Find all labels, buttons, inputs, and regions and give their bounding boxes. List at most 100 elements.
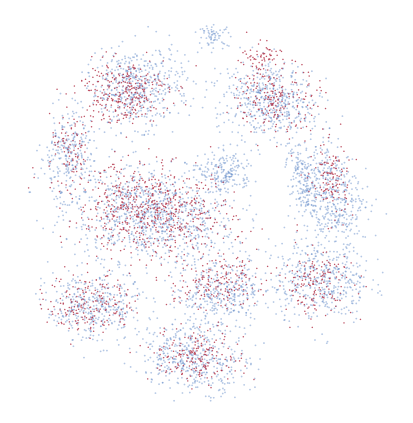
scatter-point [351, 300, 353, 302]
scatter-point [277, 256, 279, 258]
scatter-point [363, 286, 365, 288]
scatter-point [313, 155, 315, 157]
scatter-point [281, 243, 283, 245]
scatter-point [297, 292, 299, 294]
scatter-point [177, 227, 179, 229]
scatter-point [302, 289, 304, 291]
scatter-point [281, 268, 283, 270]
scatter-point [150, 65, 152, 67]
scatter-point [162, 192, 164, 194]
scatter-point [332, 290, 334, 292]
scatter-point [137, 288, 139, 290]
scatter-point [207, 42, 209, 44]
scatter-point [81, 141, 83, 143]
scatter-point [135, 242, 137, 244]
scatter-point [232, 219, 234, 221]
scatter-point [327, 212, 329, 214]
scatter-point [180, 256, 182, 258]
scatter-point [167, 236, 169, 238]
scatter-point [231, 373, 233, 375]
scatter-point [135, 70, 137, 72]
scatter-point [317, 169, 319, 171]
scatter-point [100, 176, 102, 178]
scatter-point [196, 242, 198, 244]
scatter-point [211, 163, 213, 165]
scatter-point [110, 127, 112, 129]
scatter-point [246, 209, 248, 211]
scatter-point [61, 144, 63, 146]
scatter-point [166, 347, 168, 349]
scatter-point [349, 243, 351, 245]
scatter-point [196, 201, 198, 203]
scatter-point [180, 272, 182, 274]
scatter-point [111, 182, 113, 184]
scatter-point [132, 208, 134, 210]
scatter-point [356, 283, 358, 285]
scatter-point [107, 218, 109, 220]
scatter-point [251, 85, 253, 87]
scatter-point [184, 384, 186, 386]
scatter-point [159, 183, 161, 185]
scatter-point [153, 223, 155, 225]
scatter-point [335, 206, 337, 208]
scatter-point [217, 203, 219, 205]
scatter-point [173, 196, 175, 198]
scatter-point [199, 188, 201, 190]
scatter-point [327, 282, 329, 284]
scatter-point [204, 331, 206, 333]
scatter-point [282, 119, 284, 121]
scatter-point [222, 388, 224, 390]
scatter-point [184, 226, 186, 228]
scatter-point [153, 361, 155, 363]
scatter-point [147, 211, 149, 213]
scatter-point [63, 201, 65, 203]
scatter-point [288, 111, 290, 113]
scatter-point [141, 178, 143, 180]
scatter-point [158, 189, 160, 191]
scatter-point [164, 348, 166, 350]
scatter-point [80, 282, 82, 284]
scatter-point [197, 333, 199, 335]
scatter-point [232, 155, 234, 157]
scatter-point [336, 164, 338, 166]
scatter-point [103, 212, 105, 214]
scatter-point [210, 400, 212, 402]
scatter-point [170, 226, 172, 228]
scatter-point [319, 95, 321, 97]
scatter-point [136, 186, 138, 188]
scatter-point [112, 186, 114, 188]
scatter-point [77, 163, 79, 165]
scatter-point [196, 274, 198, 276]
scatter-point [107, 188, 109, 190]
scatter-point [81, 157, 83, 159]
scatter-point [213, 278, 215, 280]
scatter-point [345, 237, 347, 239]
scatter-point [179, 226, 181, 228]
scatter-point [246, 159, 248, 161]
scatter-point [106, 311, 108, 313]
scatter-point [214, 346, 216, 348]
scatter-point [212, 231, 214, 233]
scatter-point [311, 192, 313, 194]
scatter-point [137, 250, 139, 252]
scatter-point [359, 297, 361, 299]
scatter-point [216, 312, 218, 314]
scatter-point [244, 141, 246, 143]
scatter-point [148, 130, 150, 132]
scatter-point [205, 191, 207, 193]
scatter-point [132, 75, 134, 77]
scatter-point [256, 111, 258, 113]
scatter-point [222, 181, 224, 183]
scatter-point [179, 221, 181, 223]
scatter-point [145, 69, 147, 71]
scatter-point [74, 99, 76, 101]
scatter-point [159, 365, 161, 367]
scatter-point [195, 228, 197, 230]
scatter-point [39, 298, 41, 300]
scatter-point [304, 225, 306, 227]
scatter-point [139, 71, 141, 73]
scatter-point [175, 228, 177, 230]
scatter-point [274, 129, 276, 131]
scatter-point [242, 94, 244, 96]
scatter-point [303, 179, 305, 181]
